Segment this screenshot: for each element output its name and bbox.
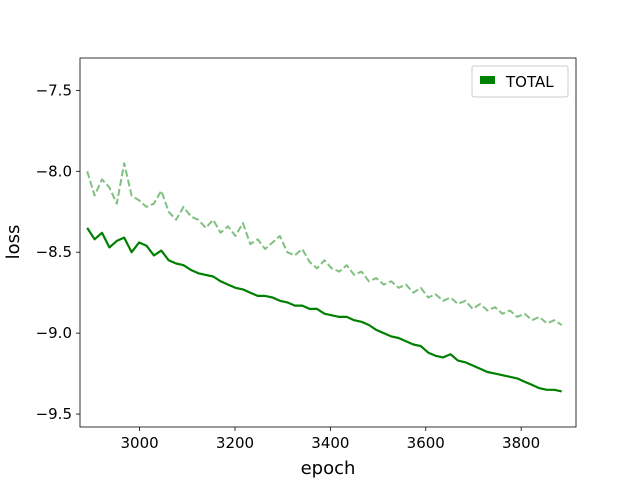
y-axis-ticks: −9.5 −9.0 −8.5 −8.0 −7.5	[36, 81, 80, 423]
x-axis-label: epoch	[301, 458, 356, 479]
legend-box	[471, 65, 569, 98]
plot-frame	[79, 57, 577, 428]
series-line-dashed	[86, 162, 563, 326]
x-tick-label: 3600	[407, 434, 445, 452]
y-axis-label: loss	[3, 225, 24, 260]
y-tick-label: −7.5	[36, 81, 72, 99]
legend-label-total: TOTAL	[505, 73, 554, 91]
x-axis-ticks: 3000 3200 3400 3600 3800	[121, 427, 540, 452]
x-tick-label: 3000	[121, 434, 159, 452]
x-tick-label: 3200	[216, 434, 254, 452]
y-tick-label: −9.0	[36, 324, 72, 342]
x-tick-label: 3800	[502, 434, 540, 452]
plot-background	[80, 58, 576, 427]
x-tick-label: 3400	[311, 434, 349, 452]
series-layer	[86, 162, 563, 393]
series-line-total	[86, 227, 562, 393]
y-tick-label: −8.5	[36, 243, 72, 261]
legend-swatch-total	[480, 76, 495, 84]
y-tick-label: −9.5	[36, 405, 72, 423]
legend: TOTAL	[471, 65, 569, 98]
y-tick-label: −8.0	[36, 162, 72, 180]
